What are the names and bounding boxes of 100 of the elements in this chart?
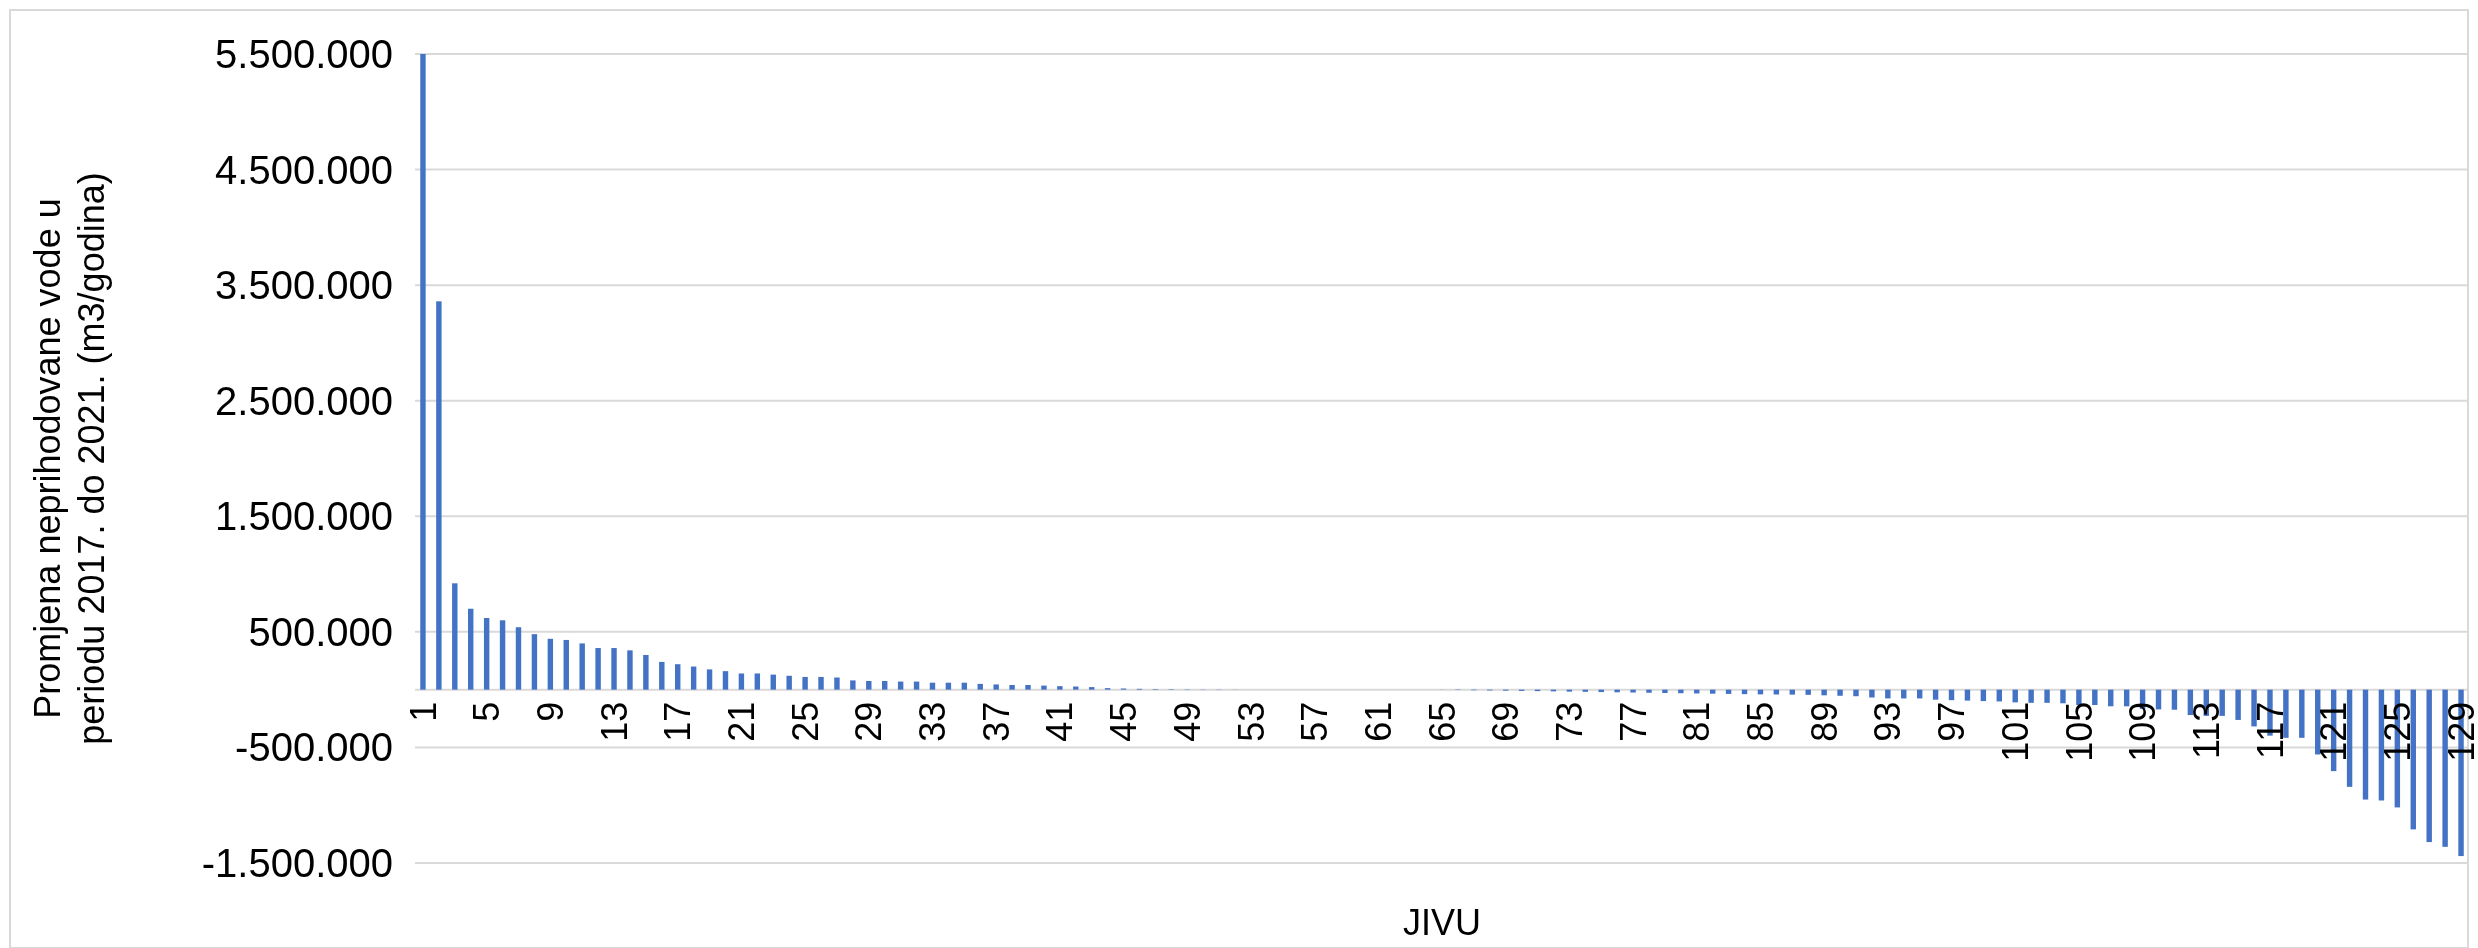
y-tick-label: 4.500.000 <box>215 147 393 192</box>
bar <box>1025 685 1031 690</box>
bar <box>595 648 601 690</box>
bar <box>1630 689 1636 693</box>
bar <box>818 676 824 690</box>
x-tick-label: 81 <box>1676 701 1718 742</box>
bar <box>866 680 872 690</box>
bar <box>483 617 490 690</box>
x-tick-label: 69 <box>1485 701 1527 742</box>
bar <box>1885 689 1891 699</box>
x-tick-label: 117 <box>2249 701 2291 760</box>
bar <box>977 683 983 690</box>
x-tick-label: 21 <box>721 701 763 742</box>
bar <box>897 681 904 690</box>
bar <box>913 681 920 690</box>
bar <box>2171 689 2178 710</box>
x-tick-label: 125 <box>2376 701 2418 762</box>
x-tick-label: 57 <box>1294 701 1336 742</box>
bar <box>1662 689 1668 693</box>
bar <box>1853 689 1859 697</box>
bar <box>659 661 665 690</box>
bar <box>754 673 761 690</box>
bar <box>1821 689 1827 696</box>
y-axis-title: Promjena neprihodovane vode u periodu 2017. do 2021. (m3/godina) <box>27 172 112 745</box>
bar <box>2044 689 2050 703</box>
x-tick-label: 85 <box>1740 701 1782 742</box>
bar <box>2283 689 2289 738</box>
bar <box>1089 687 1095 690</box>
x-tick-label: 29 <box>848 701 890 742</box>
bar <box>2362 689 2369 800</box>
bar <box>850 680 856 690</box>
y-tick-label: 5.500.000 <box>215 32 393 76</box>
bar <box>770 674 776 690</box>
bar <box>690 666 697 690</box>
bar <box>2378 689 2385 801</box>
bar <box>1646 689 1652 693</box>
bar <box>802 676 808 690</box>
bar <box>2426 689 2432 843</box>
bar <box>738 673 745 690</box>
y-tick-label: 3.500.000 <box>215 263 393 308</box>
bar <box>1932 689 1939 700</box>
bar <box>2346 689 2353 787</box>
bar <box>627 650 633 690</box>
bar <box>2315 689 2321 755</box>
x-tick-label: 13 <box>593 701 635 742</box>
bar <box>2187 689 2194 716</box>
bar <box>2251 689 2257 727</box>
bar <box>706 669 713 690</box>
x-tick-label: 1 <box>402 701 444 722</box>
y-tick-label: -1.500.000 <box>201 841 393 885</box>
x-tick-label: 45 <box>1103 701 1145 742</box>
bar <box>563 639 569 690</box>
x-tick-label: 61 <box>1357 701 1399 742</box>
bar <box>2092 689 2098 706</box>
x-tick-label: 101 <box>1994 701 2036 762</box>
y-tick-label: 1.500.000 <box>215 494 393 539</box>
x-tick-label: 41 <box>1039 701 1081 742</box>
bar <box>882 680 888 690</box>
x-tick-label: 89 <box>1803 701 1845 742</box>
x-tick-label: 109 <box>2122 701 2164 762</box>
bar <box>420 54 426 690</box>
bar <box>547 638 554 690</box>
bar <box>993 684 999 690</box>
bar <box>2219 689 2225 716</box>
bar <box>531 634 538 690</box>
x-tick-label: 73 <box>1548 701 1590 742</box>
x-tick-label: 113 <box>2185 701 2227 760</box>
x-tick-label: 121 <box>2313 701 2355 762</box>
bar <box>1009 685 1015 690</box>
x-axis-title: JIVU <box>1402 902 1482 943</box>
x-tick-label: 77 <box>1612 701 1654 742</box>
bar <box>1041 685 1047 690</box>
bar <box>786 675 792 690</box>
bar <box>452 583 458 690</box>
bar <box>2299 689 2305 738</box>
y-tick-label: -500.000 <box>235 725 393 770</box>
bar <box>722 671 729 690</box>
bar <box>961 682 968 690</box>
x-tick-label: 17 <box>657 701 699 742</box>
y-tick-label: 2.500.000 <box>215 378 393 423</box>
bar <box>1964 689 1971 701</box>
bar <box>2442 689 2448 847</box>
x-tick-label: 93 <box>1867 701 1909 742</box>
x-tick-label: 25 <box>784 701 826 742</box>
x-tick-label: 105 <box>2058 701 2100 762</box>
x-tick-label: 33 <box>912 701 954 742</box>
bar <box>643 654 649 690</box>
bar <box>929 682 936 690</box>
x-tick-label: 53 <box>1230 701 1272 742</box>
bar <box>834 677 840 690</box>
bar <box>675 664 681 690</box>
bar <box>579 643 585 690</box>
bar <box>436 301 442 690</box>
x-tick-label: 5 <box>466 701 508 722</box>
bar <box>499 620 506 690</box>
x-tick-label: 97 <box>1931 701 1973 742</box>
x-tick-label: 129 <box>2440 701 2478 762</box>
bar <box>1709 689 1716 694</box>
y-tick-label: 500.000 <box>248 609 393 654</box>
bar <box>611 648 617 690</box>
